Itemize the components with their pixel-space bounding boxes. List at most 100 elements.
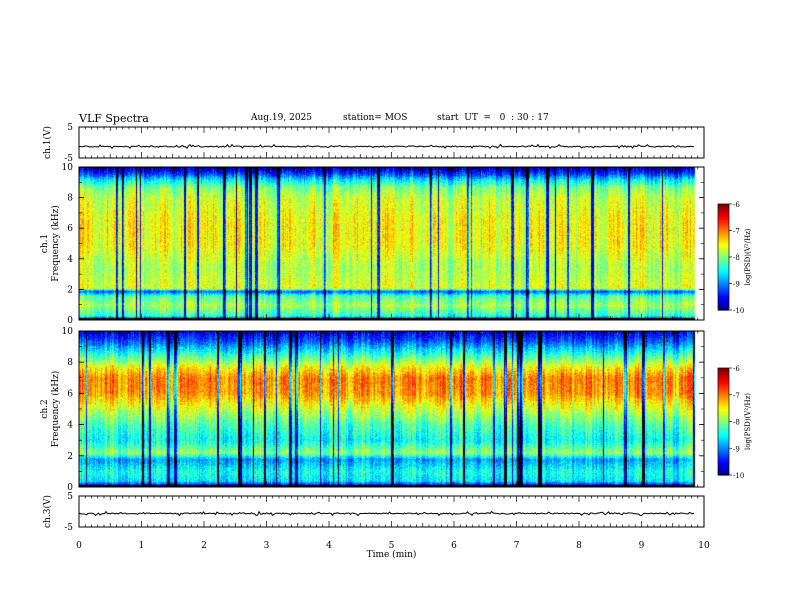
x-tick-label: 4	[326, 541, 332, 551]
colorbar-segment	[718, 453, 729, 456]
colorbar-segment	[718, 428, 729, 432]
colorbar-segment	[718, 281, 729, 285]
colorbar-tick-label: -6	[733, 201, 740, 209]
colorbar-segment	[718, 278, 729, 281]
colorbar-segment	[718, 421, 729, 424]
colorbar-segment	[718, 473, 729, 476]
colorbar-tick-label: -9	[733, 445, 740, 453]
colorbar-segment	[718, 249, 729, 253]
colorbar-segment	[718, 264, 729, 267]
colorbar-segment	[718, 396, 729, 399]
y-tick-label: 4	[67, 421, 73, 431]
x-tick-label: 5	[389, 541, 395, 551]
colorbar-tick-label: -6	[733, 365, 740, 373]
colorbar-segment	[718, 437, 729, 440]
colorbar-segment	[718, 267, 729, 270]
colorbar-segment	[718, 391, 729, 394]
colorbar-segment	[718, 218, 729, 221]
colorbar-segment	[718, 439, 729, 442]
y-axis-label-3-frequency: Frequency (kHz)	[50, 371, 61, 448]
colorbar-segment	[718, 239, 729, 242]
colorbar-segment	[718, 433, 729, 437]
colorbar-segment	[718, 410, 729, 414]
x-axis-label: Time (min)	[367, 549, 417, 560]
date-label: Aug.19, 2025	[251, 113, 312, 123]
colorbar-tick-label: -10	[733, 307, 744, 315]
x-tick-label: 8	[576, 541, 582, 551]
colorbar-segment	[718, 262, 729, 265]
colorbar-segment	[718, 441, 729, 444]
colorbar-segment	[718, 241, 729, 244]
colorbar-segment	[718, 301, 729, 304]
colorbar-segment	[718, 469, 729, 473]
colorbar-segment	[718, 401, 729, 405]
colorbar-segment	[718, 288, 729, 292]
colorbar-ch2: -6 -7 -8 -9 -10 log(PSD)(V²/Hz)	[717, 365, 752, 480]
colorbar-tick-label: -10	[733, 472, 744, 480]
colorbar-segment	[718, 432, 729, 435]
x-tick-label: 1	[139, 541, 145, 551]
colorbar-segment	[718, 295, 729, 299]
colorbar-segment	[718, 212, 729, 216]
x-tick-label: 10	[698, 541, 710, 551]
colorbar-segment	[718, 292, 729, 295]
colorbar-segment	[718, 272, 729, 276]
colorbar-segment	[718, 260, 729, 263]
y-tick-label: 0	[67, 483, 73, 493]
colorbar-tick-label: -9	[733, 281, 740, 289]
colorbar-segment	[718, 455, 729, 458]
colorbar-segment	[718, 271, 729, 274]
colorbar-tick-label: -7	[733, 392, 740, 400]
colorbar-segment	[718, 214, 729, 217]
y-axis-label-2-channel: ch.1	[40, 234, 50, 253]
colorbar-segment	[718, 299, 729, 302]
colorbar-segment	[718, 419, 729, 423]
colorbar-segment	[718, 394, 729, 398]
colorbar-segment	[718, 265, 729, 269]
colorbar-segment	[718, 269, 729, 272]
colorbar-label: log(PSD)(V²/Hz)	[744, 393, 752, 450]
colorbar-segment	[718, 412, 729, 415]
spectrogram-ch1	[79, 167, 704, 320]
colorbar-segment	[718, 462, 729, 465]
colorbar-segment	[718, 417, 729, 421]
colorbar-segment	[718, 373, 729, 376]
colorbar-segment	[718, 294, 729, 297]
colorbar-segment	[718, 285, 729, 288]
colorbar-segment	[718, 279, 729, 283]
colorbar-segment	[718, 375, 729, 378]
colorbar-segment	[718, 435, 729, 439]
y-tick-label: 2	[67, 452, 73, 462]
y-tick-label: 10	[62, 327, 74, 337]
y-tick-label: 2	[67, 285, 73, 295]
colorbar-segment	[718, 255, 729, 258]
y-tick-label: 6	[67, 224, 73, 234]
colorbar-segment	[718, 466, 729, 469]
colorbar-segment	[718, 416, 729, 419]
colorbar-segment	[718, 274, 729, 278]
y-axis-label-3-channel: ch.2	[40, 399, 50, 418]
y-tick-label: 5	[67, 123, 73, 133]
colorbar-segment	[718, 304, 729, 308]
colorbar-segment	[718, 467, 729, 471]
colorbar-segment	[718, 471, 729, 474]
colorbar-tick-label: -7	[733, 228, 740, 236]
x-tick-label: 9	[639, 541, 645, 551]
colorbar-segment	[718, 287, 729, 290]
colorbar-tick-label: -8	[733, 254, 740, 262]
colorbar-segment	[718, 384, 729, 387]
colorbar-segment	[718, 400, 729, 403]
colorbar-segment	[718, 211, 729, 214]
start-time-label: start UT = 0 : 30 : 17	[437, 113, 549, 123]
colorbar-segment	[718, 226, 729, 230]
colorbar-segment	[718, 446, 729, 449]
colorbar-segment	[718, 207, 729, 210]
colorbar-segment	[718, 371, 729, 374]
colorbar-segment	[718, 276, 729, 279]
colorbar-segment	[718, 204, 729, 207]
colorbar-ch1: -6 -7 -8 -9 -10 log(PSD)(V²/Hz)	[717, 201, 752, 315]
colorbar-segment	[718, 225, 729, 228]
colorbar-segment	[718, 389, 729, 392]
colorbar-segment	[718, 376, 729, 380]
